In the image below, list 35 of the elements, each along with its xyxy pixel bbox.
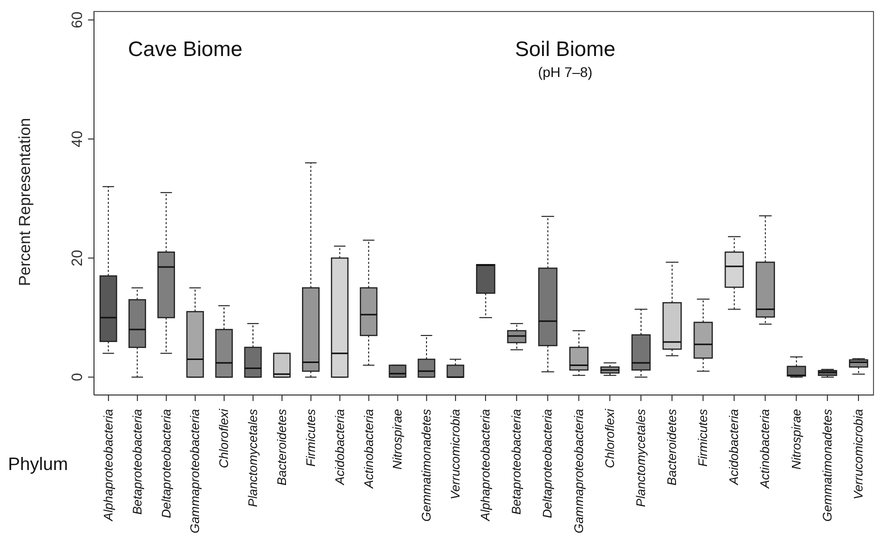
y-axis-title: Percent Representation	[17, 117, 35, 286]
x-tick-label: Alphaproteobacteria	[101, 408, 116, 522]
x-tick-label: Deltaproteobacteria	[540, 408, 555, 518]
x-tick-label: Planctomycetales	[634, 409, 648, 507]
text: Soil Biome	[515, 38, 616, 62]
x-tick-label: Betaproteobacteria	[510, 408, 524, 515]
x-tick-label: Gemmatimonadetes	[420, 409, 434, 522]
x-axis-title: Phylum	[8, 454, 68, 475]
x-tick-label: Alphaproteobacteria	[478, 408, 493, 522]
x-tick-label: Planctomycetales	[246, 409, 260, 507]
x-tick-label: Verrucomicrobia	[851, 408, 866, 500]
y-tick-label: 60	[69, 12, 86, 28]
x-tick-label: Gammaproteobacteria	[188, 408, 202, 534]
x-tick-label: Betaproteobacteria	[130, 408, 144, 515]
x-tick-label: Deltaproteobacteria	[159, 408, 174, 518]
text: (pH 7–8)	[536, 64, 594, 80]
x-tick-label: Acidobacteria	[332, 408, 347, 486]
x-tick-label: Nitrospirae	[390, 408, 405, 470]
x-tick-label: Gammaproteobacteria	[572, 408, 586, 534]
x-tick-label: Bacteroidetes	[275, 409, 289, 486]
x-tick-label: Firmicutes	[304, 409, 318, 467]
y-tick-label: 20	[69, 250, 86, 266]
x-tick-label: Chloroflexi	[217, 408, 232, 468]
x-tick-label: Verrucomicrobia	[448, 408, 463, 500]
x-tick-label: Nitrospirae	[789, 408, 804, 470]
x-tick-label: Chloroflexi	[602, 408, 617, 468]
x-tick-label: Gemmatimonadetes	[820, 409, 834, 522]
x-tick-label: Bacteroidetes	[665, 409, 679, 486]
y-tick-label: 40	[69, 130, 86, 148]
text: Cave Biome	[128, 38, 242, 62]
x-tick-label: Actinobacteria	[758, 408, 772, 490]
y-tick-label: 0	[69, 372, 86, 382]
x-tick-label: Actinobacteria	[362, 408, 376, 490]
x-tick-label: Firmicutes	[696, 409, 710, 467]
x-tick-label: Acidobacteria	[727, 408, 742, 486]
